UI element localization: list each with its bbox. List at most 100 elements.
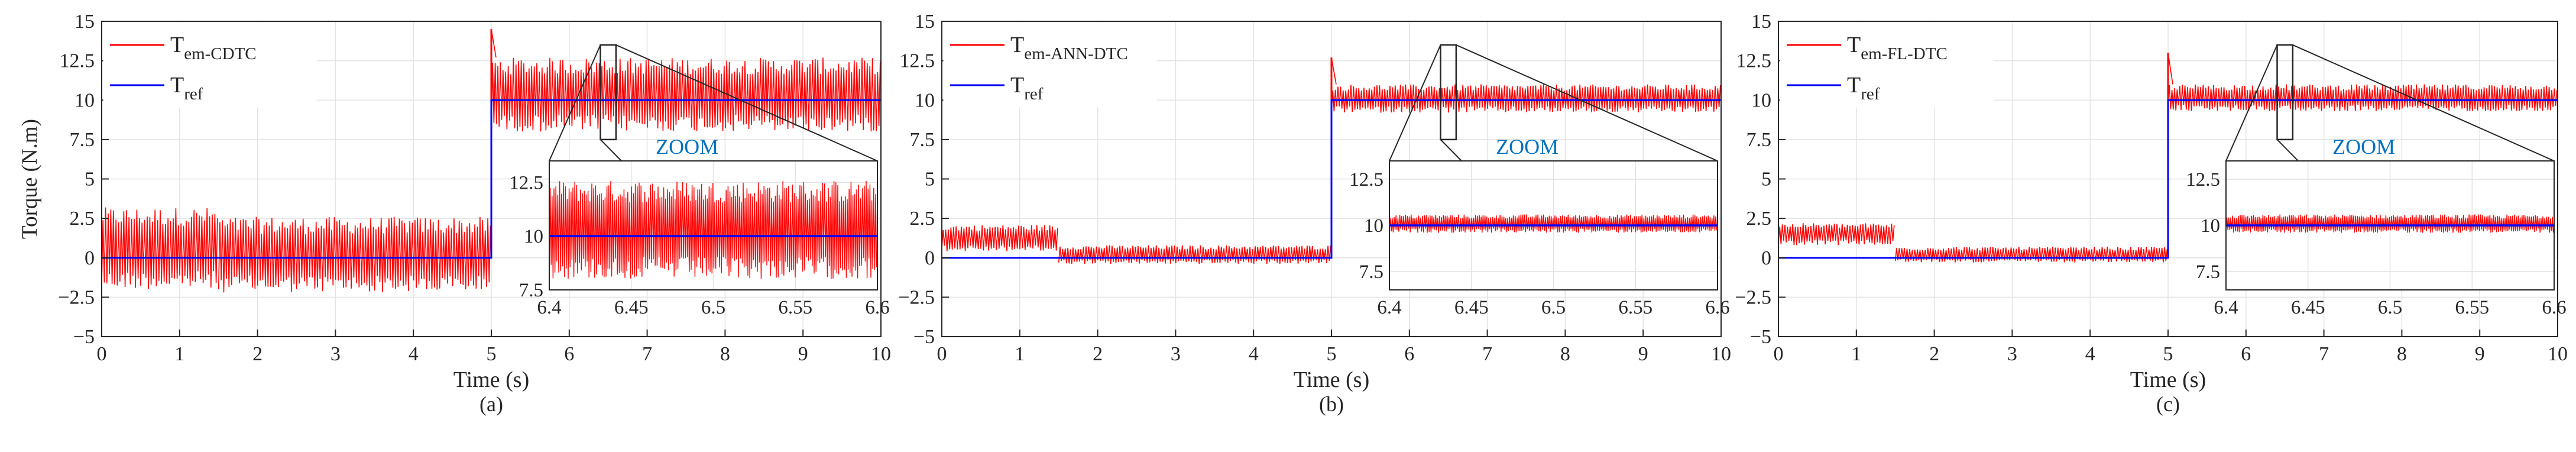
x-tick-label: 2 [252,343,263,365]
legend-entry-label: Tem-CDTC [170,33,257,63]
x-tick-label: 1 [1851,343,1861,365]
series-reference-torque [102,99,881,259]
zoom-x-tick-label: 6.5 [2378,297,2402,318]
y-tick-label: −5 [1750,326,1771,348]
y-tick-label: 7.5 [1747,129,1772,151]
y-axis-label: Torque (N.m) [18,119,42,239]
x-tick-label: 7 [642,343,652,365]
zoom-x-tick-label: 6.5 [1541,297,1566,318]
y-tick-label: −2.5 [1735,286,1771,308]
y-tick-label: 10 [1751,89,1771,111]
x-tick-label: 1 [174,343,184,365]
x-tick-label: 3 [2007,343,2017,365]
measured-overshoot-spike [491,29,497,58]
zoom-connector [1456,44,1718,162]
y-tick-label: 7.5 [910,129,935,151]
measured-segment-2 [1894,247,2168,263]
y-tick-label: 2.5 [70,208,95,230]
zoom-y-tick-label: 7.5 [1359,261,1383,283]
chart-panel-c: 0 1 2 3 4 5 6 7 8 9 10 −5 −2.5 0 2.5 5 7.5 10 12.5 15 Time (… [1735,11,2568,416]
measured-segment-1 [941,225,1058,251]
y-tick-label: 5 [925,169,935,191]
zoom-inset: 6.4 6.45 6.5 6.55 6.6 7.5 10 12.5 ZOOM [1349,135,1729,318]
y-tick-label: 10 [74,89,95,111]
y-tick-label: 5 [85,169,95,191]
zoom-connector [2225,44,2278,162]
x-tick-label: 2 [1093,343,1103,365]
x-tick-label: 6 [1404,343,1414,365]
x-tick-label: 6 [564,343,574,365]
legend-box [103,22,317,108]
zoom-connector [615,44,878,162]
chart-panel-a: 0 1 2 3 4 5 6 7 8 9 10 −5 −2.5 0 2.5 5 7.5 10 12.5 15 Time (… [58,11,891,416]
x-tick-label: 3 [330,343,341,365]
chart-panel-b: 0 1 2 3 4 5 6 7 8 9 10 −5 −2.5 0 2.5 5 7.5 10 12.5 15 Time (… [898,11,1731,416]
zoom-connector [1440,139,1462,162]
legend-entry-label: Tref [1010,73,1044,104]
y-tick-label: 7.5 [70,129,95,151]
x-tick-label: 7 [1482,343,1492,365]
measured-segment-3 [491,57,881,132]
x-tick-label: 1 [1015,343,1025,365]
zoom-x-tick-label: 6.55 [1618,297,1652,318]
zoom-y-tick-label: 12.5 [1349,169,1383,191]
x-tick-label: 2 [1929,343,1939,365]
zoom-connector [2276,139,2299,162]
zoom-connector [600,139,622,162]
x-tick-label: 8 [2397,343,2407,365]
panel-label: (b) [1319,392,1344,416]
zoom-measured-band [549,180,877,279]
zoom-inset: 6.4 6.45 6.5 6.55 6.6 7.5 10 12.5 ZOOM [2186,135,2566,318]
zoom-axes-box [2225,160,2555,290]
y-tick-label: 12.5 [900,50,935,72]
x-tick-label: 9 [798,343,808,365]
zoom-y-tick-label: 7.5 [2196,261,2220,283]
measured-segment-2 [1058,245,1331,264]
y-tick-label: 15 [915,11,935,33]
zoom-axes-box [1389,160,1718,290]
zoom-source-box [2276,44,2294,141]
legend-entry-label: Tref [170,73,203,104]
measured-segment-1 [101,207,218,289]
y-tick-label: 2.5 [910,208,935,230]
zoom-x-tick-label: 6.4 [1377,297,1401,318]
y-tick-label: −2.5 [898,286,935,308]
x-axis-label: Time (s) [1294,367,1369,392]
y-tick-label: 0 [1761,247,1771,269]
x-tick-label: 5 [487,343,497,365]
legend-entry-label: Tem-FL-DTC [1847,33,1948,63]
x-tick-label: 10 [1711,343,1731,365]
zoom-source-box [1440,44,1457,141]
zoom-y-tick-label: 12.5 [2186,169,2220,191]
zoom-connector [1389,44,1441,162]
x-tick-label: 8 [720,343,730,365]
measured-segment-1 [1778,223,1895,246]
legend-entry-label: Tref [1847,73,1880,104]
x-tick-label: 4 [1249,343,1259,365]
legend-box [1780,22,1994,108]
y-tick-label: 15 [74,11,95,33]
series-reference-torque [942,99,1721,259]
legend-box [943,22,1157,108]
legend: Tem-CDTC Tref [103,22,317,108]
y-tick-label: 12.5 [60,50,95,72]
zoom-y-tick-label: 10 [1364,215,1383,237]
zoom-connector [2292,44,2555,162]
zoom-axes-box [549,160,878,290]
series-reference-torque [1778,99,2558,259]
x-tick-label: 6 [2241,343,2251,365]
legend: Tem-FL-DTC Tref [1780,22,1994,108]
y-tick-label: 12.5 [1736,50,1772,72]
measured-segment-2 [218,217,491,293]
zoom-x-tick-label: 6.55 [2455,297,2489,318]
zoom-x-tick-label: 6.6 [2542,297,2566,318]
panel-label: (c) [2156,392,2180,416]
x-axis-label: Time (s) [453,367,529,392]
x-axis-label: Time (s) [2130,367,2206,392]
y-tick-label: 0 [85,247,95,269]
x-tick-label: 9 [2475,343,2485,365]
zoom-x-tick-label: 6.45 [2291,297,2325,318]
x-tick-label: 5 [2163,343,2173,365]
x-tick-label: 0 [1774,343,1784,365]
